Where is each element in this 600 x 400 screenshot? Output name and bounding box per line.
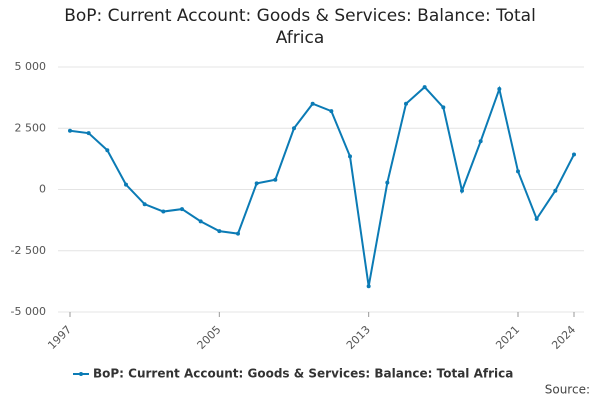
point [180, 207, 184, 212]
legend-swatch-dot [79, 372, 83, 376]
x-tick-label: 1997 [45, 323, 74, 352]
y-tick-label: 5 000 [15, 60, 47, 73]
point [348, 154, 352, 159]
point [385, 180, 390, 185]
y-tick-label: -5 000 [11, 305, 46, 318]
point [124, 182, 128, 187]
point [236, 231, 240, 236]
point [292, 126, 296, 131]
point [273, 177, 278, 182]
point [254, 181, 259, 186]
point [553, 188, 558, 193]
legend-label: BoP: Current Account: Goods & Services: … [93, 367, 513, 381]
point [161, 209, 166, 214]
line [69, 85, 575, 287]
point [86, 131, 91, 136]
point [217, 229, 222, 234]
point [460, 188, 464, 193]
point [478, 139, 483, 144]
point [198, 219, 203, 224]
x-tick-label: 2013 [344, 323, 373, 352]
point [572, 152, 576, 157]
y-tick-label: -2 500 [11, 244, 46, 257]
point [534, 216, 539, 221]
x-tick-label: 2024 [549, 323, 578, 352]
point [516, 169, 520, 174]
point [329, 109, 334, 114]
point [422, 85, 427, 90]
point [142, 202, 147, 207]
point [497, 87, 502, 92]
point [441, 105, 446, 110]
chart-title: BoP: Current Account: Goods & Services: … [64, 6, 536, 48]
point [404, 101, 408, 106]
point [366, 284, 371, 289]
point [310, 101, 315, 106]
y-tick-label: 2 500 [15, 121, 47, 134]
source: Source: [545, 383, 590, 397]
y-tick-label: 0 [39, 183, 46, 196]
x-tick-label: 2005 [195, 323, 224, 352]
point [105, 148, 110, 153]
point [68, 128, 72, 133]
x-tick-label: 2021 [493, 323, 522, 352]
